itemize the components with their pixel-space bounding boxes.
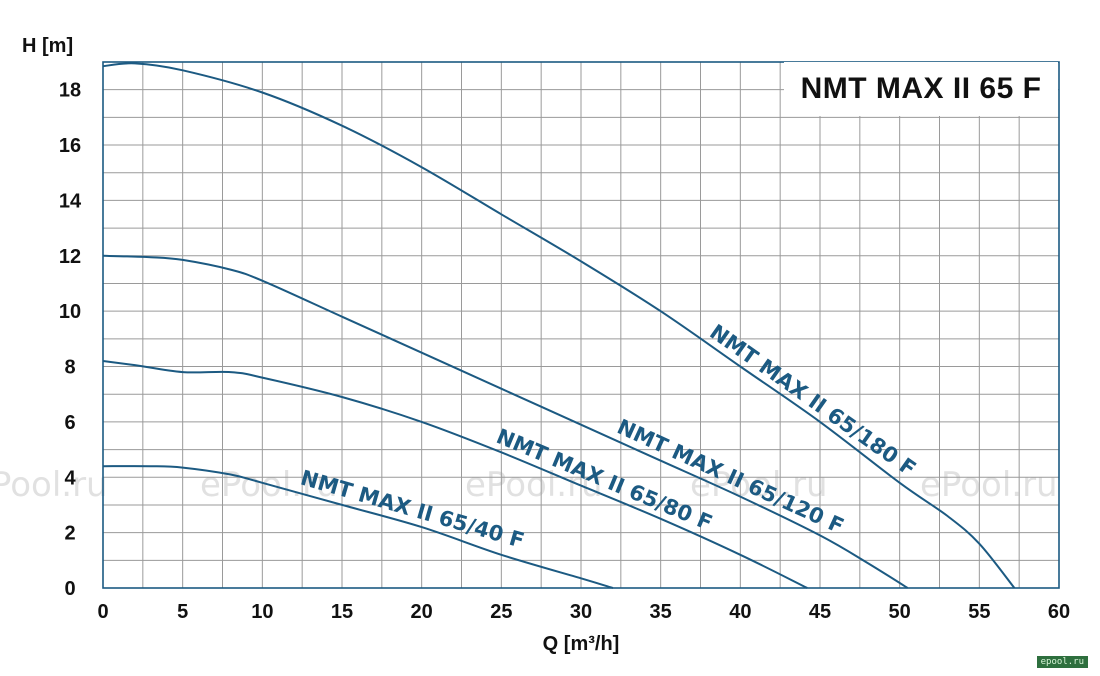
x-tick-label: 45 <box>809 601 831 623</box>
series-line-1 <box>102 62 1016 589</box>
y-tick-label: 10 <box>59 301 81 323</box>
corner-watermark: epool.ru <box>1036 656 1088 668</box>
series-line-3 <box>102 360 808 589</box>
x-tick-label: 30 <box>570 601 592 623</box>
curves <box>102 62 1016 589</box>
y-tick-label: 8 <box>64 357 75 379</box>
y-tick-label: 14 <box>59 190 82 212</box>
x-tick-label: 10 <box>251 601 273 623</box>
chart-title-box: NMT MAX II 65 F <box>784 62 1058 116</box>
watermark-text: ePool.ru <box>920 465 1058 505</box>
series-label-1: NMT MAX II 65/180 F <box>705 320 920 481</box>
x-axis-title: Q [m³/h] <box>543 633 620 655</box>
y-tick-label: 6 <box>64 412 75 434</box>
grid <box>102 61 1060 589</box>
plot-frame <box>102 61 1060 589</box>
series-line-4 <box>102 465 614 589</box>
x-tick-label: 25 <box>490 601 512 623</box>
x-tick-label: 50 <box>889 601 911 623</box>
x-tick-label: 60 <box>1048 601 1070 623</box>
x-tick-label: 0 <box>97 601 108 623</box>
watermark-text: ePool.ru <box>0 465 108 505</box>
x-tick-labels: 0 5 10 15 20 25 30 35 40 45 50 55 60 <box>97 601 1070 623</box>
y-tick-label: 0 <box>64 578 75 600</box>
y-tick-label: 16 <box>59 135 81 157</box>
chart-title: NMT MAX II 65 F <box>800 72 1042 105</box>
y-tick-label: 12 <box>59 246 81 268</box>
y-tick-label: 18 <box>59 80 81 102</box>
x-tick-label: 35 <box>650 601 672 623</box>
y-axis-title: H [m] <box>22 35 73 57</box>
y-tick-label: 2 <box>64 523 75 545</box>
y-tick-label: 4 <box>64 467 76 489</box>
x-tick-label: 55 <box>968 601 990 623</box>
x-tick-label: 5 <box>177 601 188 623</box>
series-line-2 <box>102 254 909 589</box>
y-tick-labels: 0 2 4 6 8 10 12 14 16 18 <box>59 80 82 600</box>
x-tick-label: 40 <box>729 601 751 623</box>
x-tick-label: 15 <box>331 601 353 623</box>
x-tick-label: 20 <box>411 601 433 623</box>
